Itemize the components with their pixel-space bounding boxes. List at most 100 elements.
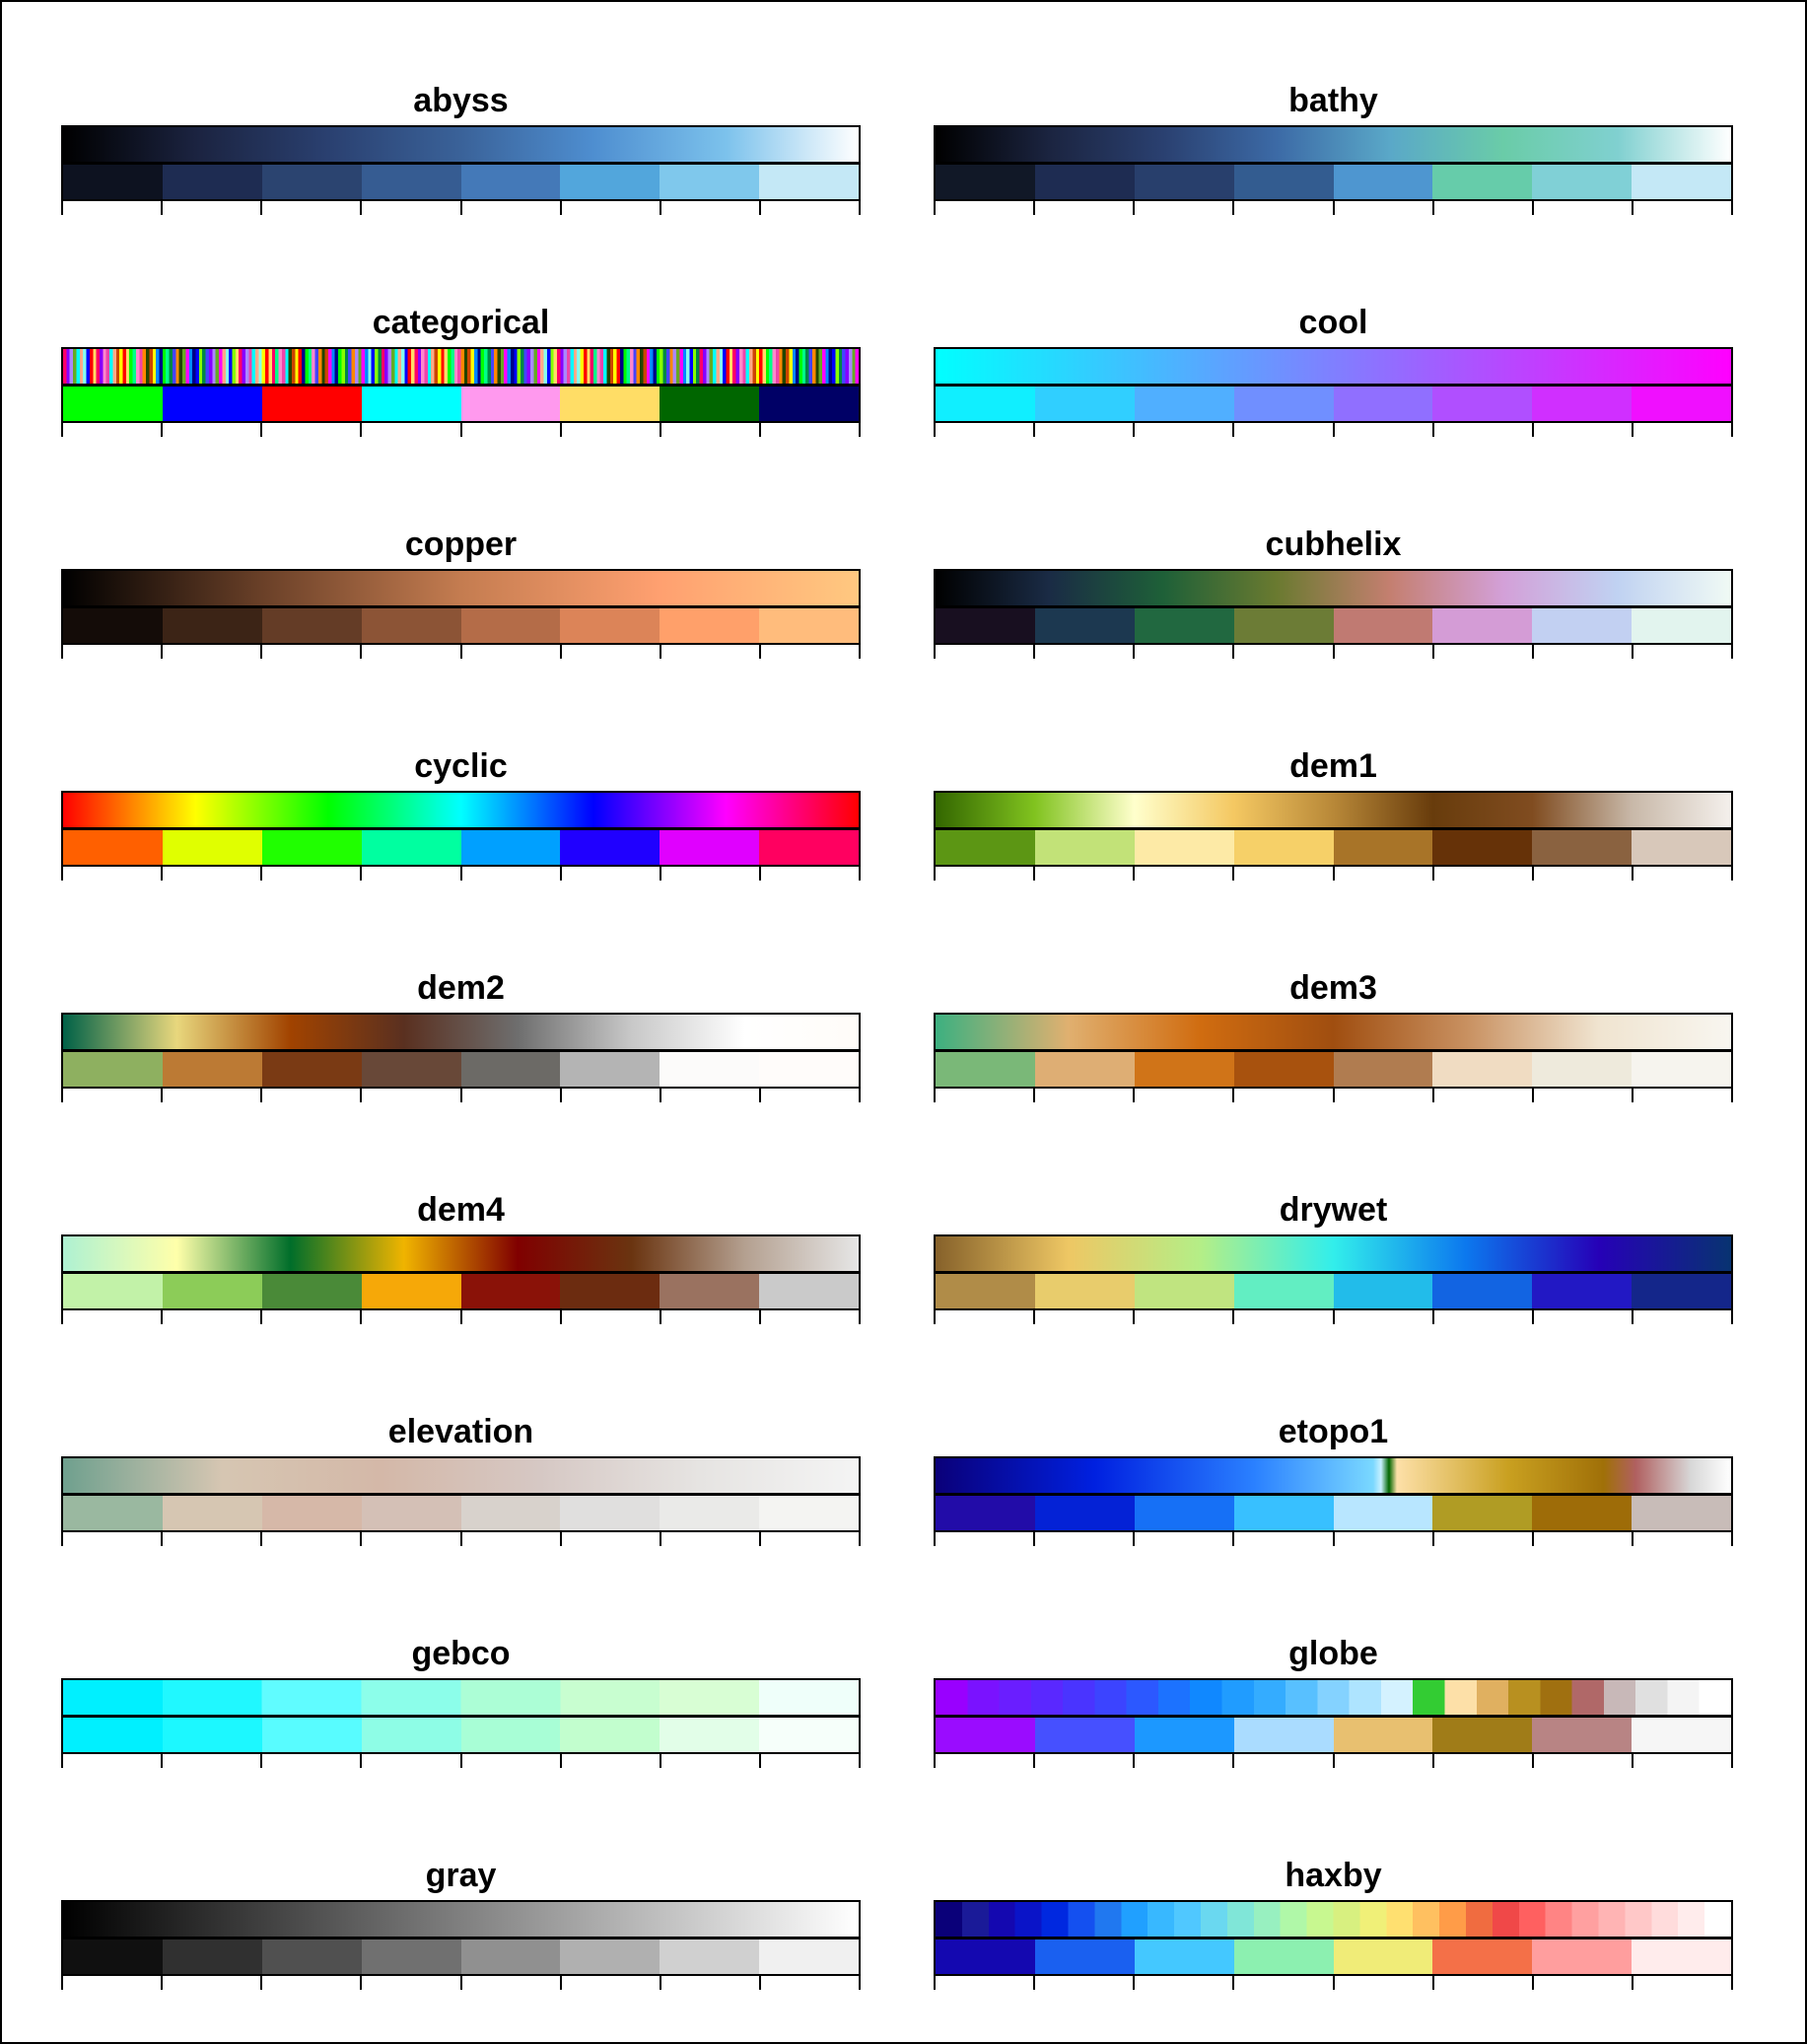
continuous-colorbar [936,1902,1731,1937]
tick-mark [559,1974,562,1990]
tick-mark [758,1752,761,1768]
colorbar-title: gebco [411,1635,511,1672]
colorbar-divider [936,1049,1731,1052]
colorbar-box [61,1900,861,1976]
colorbar-panel-dem4: dem4 [61,1190,861,1348]
colorbar-segment [560,1939,660,1974]
tick-mark [161,1530,164,1546]
tick-mark [459,1530,462,1546]
tick-mark [260,1752,263,1768]
colorbar-ticks [934,1308,1733,1324]
colorbar-divider [63,827,859,830]
tick-mark [1133,1308,1136,1324]
colorbar-segment [460,387,561,421]
colorbar-divider [936,384,1731,387]
tick-mark [1531,865,1534,881]
colorbar-box [934,1900,1733,1976]
colorbar-ticks [934,643,1733,659]
colorbar-title: elevation [387,1413,534,1450]
colorbar-segment [1233,1274,1334,1308]
tick-mark [260,1974,263,1990]
colorbar-title: dem1 [1289,747,1377,785]
tick-mark [360,1087,363,1102]
colorbar-segment [1632,1052,1731,1087]
continuous-colorbar [63,1236,859,1271]
tick-mark [161,1752,164,1768]
tick-mark [1731,1974,1733,1990]
colorbar-segment [1632,387,1731,421]
colorbar-segment [759,608,859,643]
colorbar-segment [261,387,362,421]
tick-mark [61,1087,63,1102]
tick-mark [360,1530,363,1546]
tick-mark [758,865,761,881]
tick-mark [1531,199,1534,215]
colorbar-segment [1432,1718,1533,1752]
tick-mark [758,1530,761,1546]
tick-mark [1133,1974,1136,1990]
tick-mark [260,199,263,215]
continuous-colorbar [63,1458,859,1493]
tick-mark [1431,1530,1434,1546]
tick-mark [934,643,936,659]
colorbar-segment [936,1052,1035,1087]
tick-mark [559,1752,562,1768]
tick-mark [1332,1752,1335,1768]
colorbar-segment [261,1939,362,1974]
continuous-colorbar [63,127,859,162]
colorbar-title: etopo1 [1278,1413,1389,1450]
colorbar-segment [361,387,461,421]
tick-mark [459,421,462,437]
discrete-colorbar [63,165,859,199]
tick-mark [1531,1087,1534,1102]
colorbar-segment [660,1718,760,1752]
tick-mark [1133,865,1136,881]
tick-mark [61,1974,63,1990]
tick-mark [559,1087,562,1102]
tick-mark [1133,1087,1136,1102]
colorbar-segment [1333,1939,1433,1974]
tick-mark [360,199,363,215]
tick-mark [1631,1308,1633,1324]
colorbar-box [61,791,861,867]
colorbar-segment [660,830,760,865]
colorbar-segment [63,1274,163,1308]
colorbar-segment [1432,165,1533,199]
tick-mark [1232,643,1235,659]
continuous-colorbar [936,1015,1731,1049]
discrete-colorbar [936,830,1731,865]
colorbar-segment [1432,608,1533,643]
tick-mark [1431,1974,1434,1990]
tick-mark [859,1974,861,1990]
tick-mark [1431,1087,1434,1102]
colorbar-segment [1432,830,1533,865]
colorbar-box [61,1234,861,1310]
colorbar-title: dem4 [417,1191,505,1229]
tick-mark [1731,865,1733,881]
colorbar-divider [63,1271,859,1274]
colorbar-segment [1632,1274,1731,1308]
colorbar-segment [460,1274,561,1308]
tick-mark [659,1974,661,1990]
tick-mark [758,1308,761,1324]
colorbar-segment [63,1496,163,1530]
colorbar-segment [261,1274,362,1308]
tick-mark [758,1974,761,1990]
colorbar-segment [63,165,163,199]
tick-mark [360,1752,363,1768]
colorbar-divider [936,1715,1731,1718]
tick-mark [61,1752,63,1768]
colorbar-title: globe [1288,1635,1378,1672]
colorbar-segment [1532,387,1633,421]
colorbar-segment [1532,1939,1633,1974]
colorbar-segment [1333,1718,1433,1752]
colorbar-segment [261,165,362,199]
continuous-colorbar [63,1902,859,1937]
colorbar-divider [63,1937,859,1939]
tick-mark [161,199,164,215]
colorbar-segment [460,165,561,199]
tick-mark [1033,865,1036,881]
colorbar-segment [1233,830,1334,865]
colorbar-panel-globe: globe [934,1634,1733,1792]
colorbar-segment [936,830,1035,865]
